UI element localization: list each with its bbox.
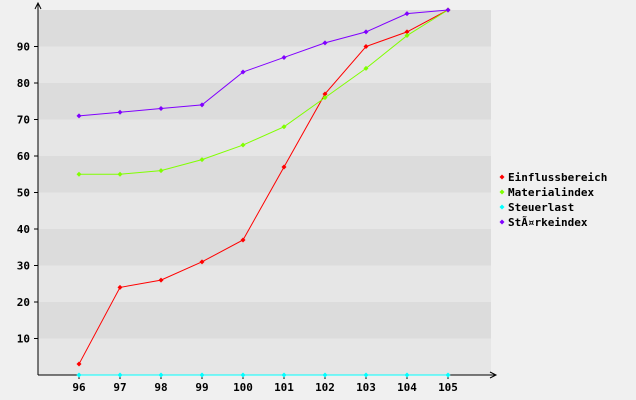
grid-band: [38, 119, 491, 156]
data-point: [404, 33, 410, 39]
y-tick-label: 10: [17, 333, 30, 346]
data-point: [199, 102, 205, 108]
data-point: [117, 171, 123, 177]
y-tick-label: 40: [17, 223, 30, 236]
data-point: [322, 91, 328, 97]
data-point: [363, 65, 369, 71]
legend-marker: [499, 219, 505, 225]
y-axis-arrow: [34, 1, 42, 10]
grid-band: [38, 192, 491, 229]
series-line: [78, 9, 449, 117]
x-tick-label: 104: [397, 381, 417, 394]
data-point: [76, 372, 82, 378]
data-point: [281, 54, 287, 60]
data-point: [240, 69, 246, 75]
y-tick-label: 90: [17, 41, 30, 54]
series-group: [76, 7, 451, 367]
x-tick-label: 101: [274, 381, 294, 394]
legend-label: StÃ¤rkeindex: [508, 216, 588, 229]
data-point: [158, 277, 164, 283]
series-group: [76, 372, 451, 378]
x-tick-label: 96: [72, 381, 86, 394]
data-point: [199, 259, 205, 265]
data-point: [404, 372, 410, 378]
y-tick-label: 70: [17, 114, 30, 127]
data-point: [117, 372, 123, 378]
data-point: [199, 157, 205, 163]
data-point: [158, 168, 164, 174]
data-point: [158, 106, 164, 112]
plot-background: [38, 10, 491, 375]
data-point: [76, 361, 82, 367]
y-tick-label: 30: [17, 260, 30, 273]
legend-marker: [499, 189, 505, 195]
x-tick-label: 99: [195, 381, 208, 394]
data-point: [240, 372, 246, 378]
x-axis-tick-labels: 96 97 98 99 100 101 102 103 104 105: [72, 381, 458, 394]
y-axis-tick-labels: 10 20 30 40 50 60 70 80 90: [17, 41, 30, 346]
grid-band: [38, 10, 491, 47]
data-point: [117, 109, 123, 115]
x-tick-label: 103: [356, 381, 376, 394]
legend-label: Materialindex: [508, 186, 594, 199]
data-point: [322, 40, 328, 46]
grid-band: [38, 302, 491, 339]
series-lines: [76, 7, 451, 378]
data-point: [281, 124, 287, 130]
data-point: [363, 29, 369, 35]
series-line: [78, 9, 449, 365]
data-point: [240, 237, 246, 243]
data-point: [117, 284, 123, 290]
x-tick-label: 97: [113, 381, 126, 394]
data-point: [76, 113, 82, 119]
data-point: [363, 44, 369, 49]
data-point: [322, 95, 328, 101]
x-tick-label: 98: [154, 381, 167, 394]
data-point: [76, 171, 82, 177]
data-point: [281, 372, 287, 378]
data-point: [404, 29, 410, 35]
x-tick-label: 102: [315, 381, 335, 394]
grid-band: [38, 265, 491, 302]
legend-label: Einflussbereich: [508, 171, 607, 184]
x-tick-label: 100: [233, 381, 253, 394]
grid-band: [38, 83, 491, 120]
data-point: [404, 11, 410, 17]
data-point: [199, 372, 205, 378]
series-line: [79, 9, 449, 175]
data-point: [322, 372, 328, 378]
legend-marker: [499, 174, 505, 180]
data-point: [363, 372, 369, 378]
y-tick-label: 80: [17, 77, 30, 90]
x-axis-arrow: [489, 371, 498, 379]
grid-band: [38, 229, 491, 266]
data-point: [445, 372, 451, 378]
y-tick-label: 20: [17, 296, 30, 309]
y-tick-label: 60: [17, 150, 30, 163]
grid-band: [38, 338, 491, 375]
legend: Einflussbereich Materialindex Steuerlast St…: [499, 171, 607, 229]
legend-label: Steuerlast: [508, 201, 574, 214]
y-tick-label: 50: [17, 187, 30, 200]
series-group: [76, 7, 451, 119]
data-point: [240, 142, 246, 148]
x-tick-label: 105: [438, 381, 458, 394]
data-point: [158, 372, 164, 378]
data-point: [281, 164, 287, 170]
data-point: [445, 7, 451, 13]
legend-marker: [499, 204, 505, 210]
